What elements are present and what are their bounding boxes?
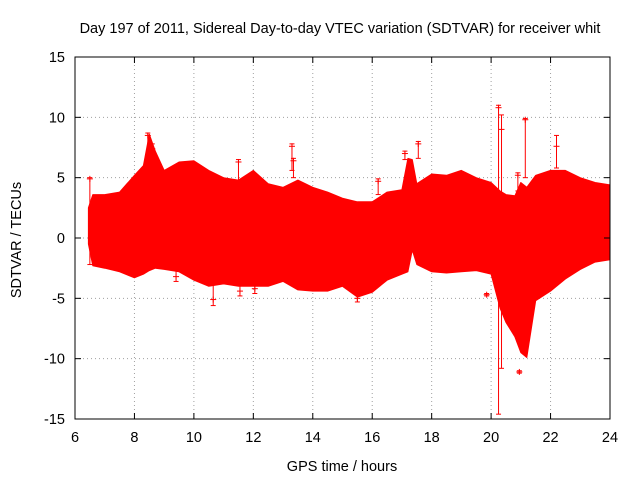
y-tick-label: 0: [57, 231, 65, 247]
x-tick-label: 12: [245, 430, 261, 446]
x-tick-label: 22: [542, 430, 558, 446]
x-tick-label: 20: [483, 430, 499, 446]
error-bar-point: [235, 158, 242, 181]
error-bar-point: [375, 178, 382, 196]
axes: 6 8 10 12 14 16 18 20 22 24 -15 -10 -5 0 5 10 15: [44, 50, 618, 446]
error-bar-point: [290, 157, 297, 179]
x-tick-label: 16: [364, 430, 380, 446]
y-tick-label: 15: [49, 50, 65, 66]
error-bar-point: [354, 285, 361, 303]
error-bar-point: [251, 283, 258, 295]
x-tick-label: 14: [305, 430, 321, 446]
y-axis-label: SDTVAR / TECUs: [9, 182, 25, 298]
error-bar-point: [401, 150, 408, 161]
x-tick-label: 8: [130, 430, 138, 446]
error-bar-point: [210, 283, 217, 307]
x-axis-label: GPS time / hours: [287, 459, 397, 475]
error-bar-point: [236, 280, 243, 297]
error-bar-point: [514, 172, 521, 192]
x-tick-label: 24: [602, 430, 618, 446]
y-tick-label: 10: [49, 110, 65, 126]
error-bar-point: [149, 143, 156, 197]
error-bar-point: [144, 132, 151, 185]
error-bar-point: [495, 104, 502, 415]
chart-title: Day 197 of 2011, Sidereal Day-to-day VTE…: [80, 21, 601, 37]
y-tick-label: -5: [52, 291, 65, 307]
error-bar-point: [553, 134, 560, 169]
error-bar-point: [522, 116, 529, 179]
error-bar-point: [415, 140, 422, 159]
error-bar-point: [288, 143, 295, 171]
y-tick-label: -10: [44, 352, 65, 368]
x-tick-label: 6: [71, 430, 79, 446]
error-bar-point: [173, 268, 180, 282]
y-tick-label: -15: [44, 412, 65, 428]
y-tick-label: 5: [57, 171, 65, 187]
error-bar-point: [483, 291, 490, 298]
x-tick-label: 18: [424, 430, 440, 446]
error-bar-point: [86, 175, 93, 266]
error-bar-point: [516, 368, 523, 375]
x-tick-label: 10: [186, 430, 202, 446]
error-bar-point: [498, 114, 505, 369]
